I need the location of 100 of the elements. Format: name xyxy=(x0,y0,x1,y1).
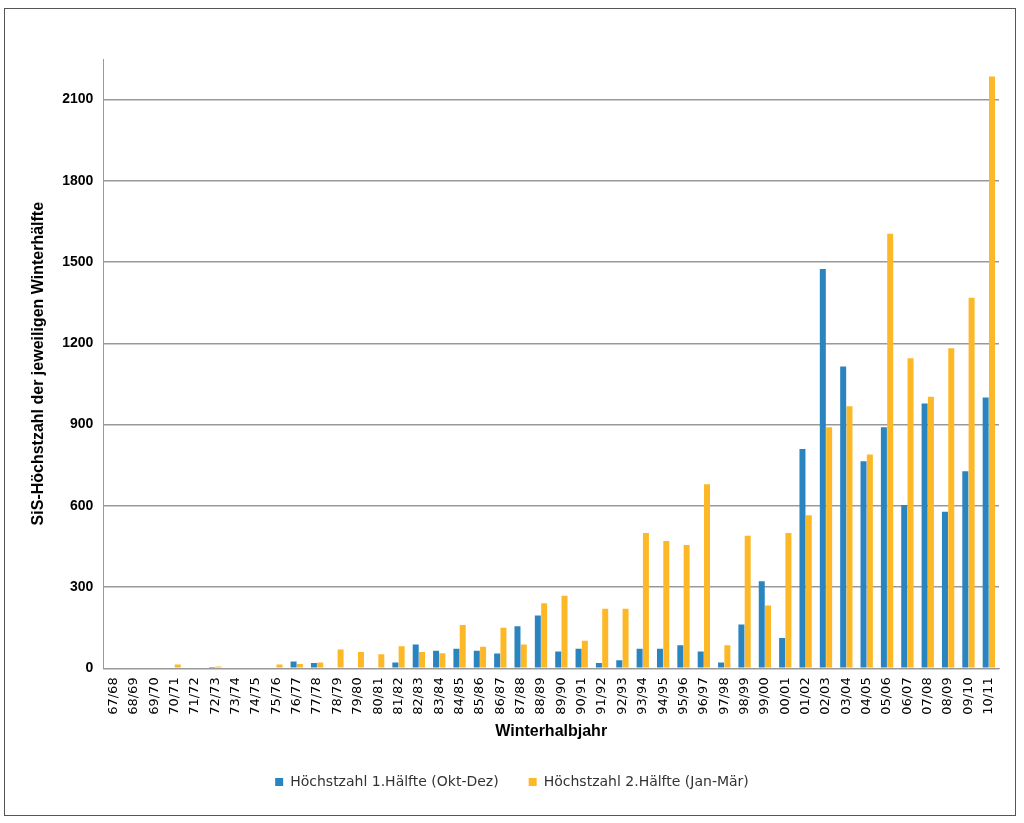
bar xyxy=(962,471,969,668)
bar xyxy=(941,511,948,668)
x-tick-label: 68/69 xyxy=(125,677,141,715)
bar xyxy=(866,454,873,668)
x-tick-label: 04/05 xyxy=(858,677,874,715)
bar xyxy=(541,603,548,668)
bar xyxy=(704,484,710,668)
x-tick-label: 75/76 xyxy=(267,677,283,715)
bar xyxy=(901,505,908,668)
bar xyxy=(948,348,955,668)
y-tick-label: 1800 xyxy=(62,171,94,188)
bar xyxy=(988,76,995,668)
bar xyxy=(581,640,588,668)
x-tick-label: 00/01 xyxy=(776,677,792,715)
x-tick-label: 90/91 xyxy=(573,677,589,715)
bar xyxy=(840,366,847,668)
bar xyxy=(378,654,385,668)
bar xyxy=(724,645,731,668)
x-tick-label: 07/08 xyxy=(919,677,935,715)
bar xyxy=(276,664,283,668)
x-tick-label: 87/88 xyxy=(512,677,528,715)
bar xyxy=(622,608,629,668)
x-tick-label: 10/11 xyxy=(980,677,996,715)
x-tick-label: 82/83 xyxy=(410,677,426,715)
bar xyxy=(534,615,541,668)
x-tick-label: 81/82 xyxy=(389,677,405,715)
y-tick-label: 600 xyxy=(69,496,94,513)
bar xyxy=(317,662,324,668)
x-tick-label: 80/81 xyxy=(369,677,385,715)
y-tick-label: 1500 xyxy=(62,252,94,269)
x-tick-label: 70/71 xyxy=(165,677,181,715)
bar xyxy=(616,660,623,668)
x-tick-label: 09/10 xyxy=(959,677,975,715)
bar xyxy=(819,268,826,668)
bar xyxy=(683,545,690,668)
x-tick-label: 88/89 xyxy=(532,677,548,715)
bar xyxy=(500,627,507,668)
x-tick-label: 95/96 xyxy=(674,677,690,715)
bar xyxy=(744,535,751,668)
bar xyxy=(846,406,853,668)
x-tick-label: 08/09 xyxy=(939,677,955,715)
bar xyxy=(575,648,582,668)
bar xyxy=(860,461,867,668)
bar xyxy=(880,427,887,668)
bar xyxy=(677,645,684,668)
y-tick-label: 1200 xyxy=(62,334,94,351)
bar xyxy=(826,427,833,668)
bar xyxy=(453,648,460,668)
x-tick-label: 79/80 xyxy=(349,677,365,715)
bar xyxy=(968,297,975,668)
x-tick-label: 73/74 xyxy=(227,677,243,715)
x-tick-label: 96/97 xyxy=(695,677,711,715)
bar xyxy=(174,664,181,668)
bar xyxy=(663,541,670,668)
x-tick-label: 94/95 xyxy=(654,677,670,715)
x-tick-label: 71/72 xyxy=(186,677,202,715)
bar xyxy=(520,644,527,668)
bar xyxy=(758,581,765,668)
x-tick-label: 83/84 xyxy=(430,677,446,715)
legend-label: Höchstzahl 1.Hälfte (Okt-Dez) xyxy=(290,772,499,789)
bar xyxy=(392,662,399,668)
bar xyxy=(921,403,928,668)
x-tick-label: 77/78 xyxy=(308,677,324,715)
bar xyxy=(799,448,806,668)
bar xyxy=(561,595,568,668)
bar xyxy=(419,652,426,668)
bar xyxy=(398,646,405,668)
bar xyxy=(805,515,812,668)
x-tick-label: 99/00 xyxy=(756,677,772,715)
y-tick-label: 900 xyxy=(69,415,94,432)
bar xyxy=(290,661,297,668)
bar xyxy=(337,649,344,668)
bar xyxy=(765,605,772,668)
bar xyxy=(927,396,934,668)
x-tick-label: 76/77 xyxy=(288,677,304,715)
bar xyxy=(602,608,609,668)
bar xyxy=(480,646,487,668)
x-tick-label: 72/73 xyxy=(206,677,222,715)
legend-label: Höchstzahl 2.Hälfte (Jan-Mär) xyxy=(543,772,749,789)
y-tick-label: 2100 xyxy=(62,90,94,107)
bar xyxy=(494,653,501,668)
bar xyxy=(473,650,480,668)
x-tick-label: 97/98 xyxy=(715,677,731,715)
x-tick-label: 86/87 xyxy=(491,677,507,715)
bar xyxy=(555,651,562,668)
bar xyxy=(412,644,419,668)
x-tick-label: 84/85 xyxy=(450,677,466,715)
bar xyxy=(718,662,725,668)
y-axis-title: SiS-Höchstzahl der jeweiligen Winterhälfte xyxy=(29,201,47,526)
x-tick-label: 05/06 xyxy=(878,677,894,715)
x-tick-label: 98/99 xyxy=(735,677,751,715)
bar xyxy=(887,233,894,668)
x-tick-label: 03/04 xyxy=(837,677,853,715)
y-tick-label: 300 xyxy=(69,577,94,594)
bar xyxy=(656,648,663,668)
x-tick-label: 92/93 xyxy=(613,677,629,715)
bar xyxy=(982,397,989,668)
bar xyxy=(459,625,466,668)
bar xyxy=(907,358,914,668)
x-tick-label: 02/03 xyxy=(817,677,833,715)
